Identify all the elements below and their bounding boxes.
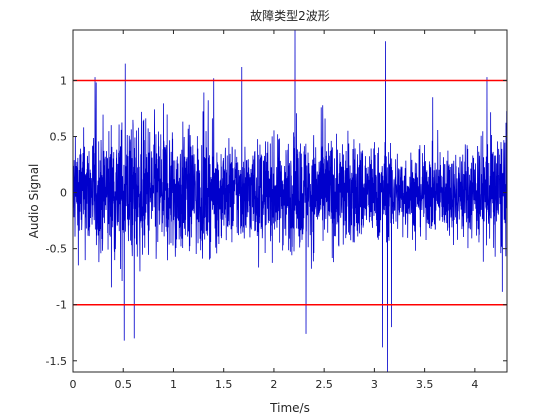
- y-axis-label: Audio Signal: [27, 164, 41, 239]
- x-axis-label: Time/s: [269, 401, 310, 415]
- x-axis: 0 0.5 1 1.5 2 2.5 3 3.5 4: [70, 30, 478, 391]
- y-tick-label: 1: [60, 74, 67, 87]
- y-tick-label: -0.5: [46, 243, 67, 256]
- y-tick-label: 0.5: [50, 131, 68, 144]
- x-tick-label: 4: [471, 378, 478, 391]
- chart-title: 故障类型2波形: [250, 8, 330, 23]
- waveform-series: [73, 30, 507, 372]
- plot-area: [72, 29, 508, 373]
- axes-box: [72, 29, 508, 373]
- x-tick-label: 3: [371, 378, 378, 391]
- y-tick-label: -1: [56, 299, 67, 312]
- x-tick-label: 1: [170, 378, 177, 391]
- x-tick-label: 2: [270, 378, 277, 391]
- x-tick-label: 2.5: [315, 378, 333, 391]
- y-tick-label: -1.5: [46, 355, 67, 368]
- y-axis: -1.5 -1 -0.5 0 0.5 1: [46, 74, 507, 368]
- waveform-line: [73, 30, 507, 372]
- x-tick-label: 0.5: [114, 378, 132, 391]
- x-tick-label: 3.5: [416, 378, 434, 391]
- y-tick-label: 0: [60, 187, 67, 200]
- x-tick-label: 0: [70, 378, 77, 391]
- threshold-lines: [73, 79, 507, 306]
- x-tick-label: 1.5: [215, 378, 233, 391]
